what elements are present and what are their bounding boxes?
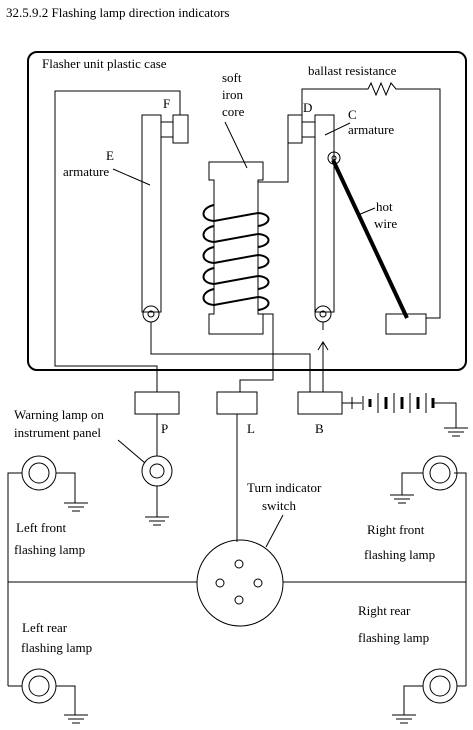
label-iron: iron [222,87,243,102]
right-rear-lamp [422,668,458,704]
label-armature-right: armature [348,122,394,137]
label-l: L [247,421,255,436]
label-e: E [106,148,114,163]
pointer-c [324,122,351,136]
ground-warning-lamp [145,516,169,526]
label-right-rear-2: flashing lamp [358,630,429,645]
soft-iron-core [208,161,264,335]
wire-d-to-coil [258,128,289,183]
left-front-lamp [21,455,57,491]
hot-wire-terminal [385,313,427,335]
label-armature-left: armature [63,164,109,179]
label-case: Flasher unit plastic case [42,56,167,71]
armature-e [141,114,162,313]
label-soft: soft [222,70,242,85]
left-rear-lamp [21,668,57,704]
hot-wire [331,159,409,319]
label-p: P [161,421,168,436]
wire-e-to-b [150,322,311,392]
switch-contact-bottom [234,595,244,605]
ground-left-rear [64,714,88,724]
pivot-right [314,305,332,323]
switch-contact-top [234,559,244,569]
label-left-rear-2: flashing lamp [21,640,92,655]
switch-contact-left [215,578,225,588]
pointer-hot-wire [357,207,376,216]
terminal-p [134,391,180,415]
label-f: F [163,96,170,111]
ground-left-front [64,502,88,512]
diagram-title: 32.5.9.2 Flashing lamp direction indicat… [6,5,230,20]
ground-right-rear [392,714,416,724]
ground-right-front [390,494,414,504]
flasher-case-outline [27,51,467,371]
pivot-left [142,305,160,323]
label-right-front-1: Right front [367,522,425,537]
right-front-lamp [422,455,458,491]
label-ballast: ballast resistance [308,63,397,78]
wire-right-side [454,472,467,686]
terminal-b [297,391,343,415]
battery-symbol [342,393,457,428]
contact-f-fixed [172,114,189,144]
coil-winding [202,204,270,311]
label-right-rear-1: Right rear [358,603,411,618]
switch-contact-right [253,578,263,588]
label-turn-2: switch [262,498,296,513]
label-c: C [348,107,357,122]
label-warning-1: Warning lamp on [14,407,104,422]
label-warning-2: instrument panel [14,425,101,440]
pointer-core [224,121,248,169]
label-turn-1: Turn indicator [247,480,322,495]
ballast-resistor [301,81,441,319]
label-core: core [222,104,245,119]
pointer-e [112,168,151,186]
warning-lamp [141,455,173,487]
wire-f-to-p [54,90,181,392]
contact-f-moving [160,121,174,138]
contact-d-moving [301,121,316,138]
label-right-front-2: flashing lamp [364,547,435,562]
turn-indicator-switch [196,539,284,627]
label-b: B [315,421,324,436]
contact-d-fixed [287,114,303,144]
label-left-front-2: flashing lamp [14,542,85,557]
label-wire: wire [374,216,397,231]
wire-coil-to-l [239,313,274,392]
terminal-l [216,391,258,415]
label-left-rear-1: Left rear [22,620,68,635]
pointer-switch [265,514,284,548]
arrow-head [317,341,329,351]
label-left-front-1: Left front [16,520,67,535]
armature-c [314,114,335,313]
ground-battery [444,427,468,437]
label-hot: hot [376,199,393,214]
wire-left-side [7,472,22,686]
label-d: D [303,100,312,115]
pointer-warning-lamp [117,439,146,464]
